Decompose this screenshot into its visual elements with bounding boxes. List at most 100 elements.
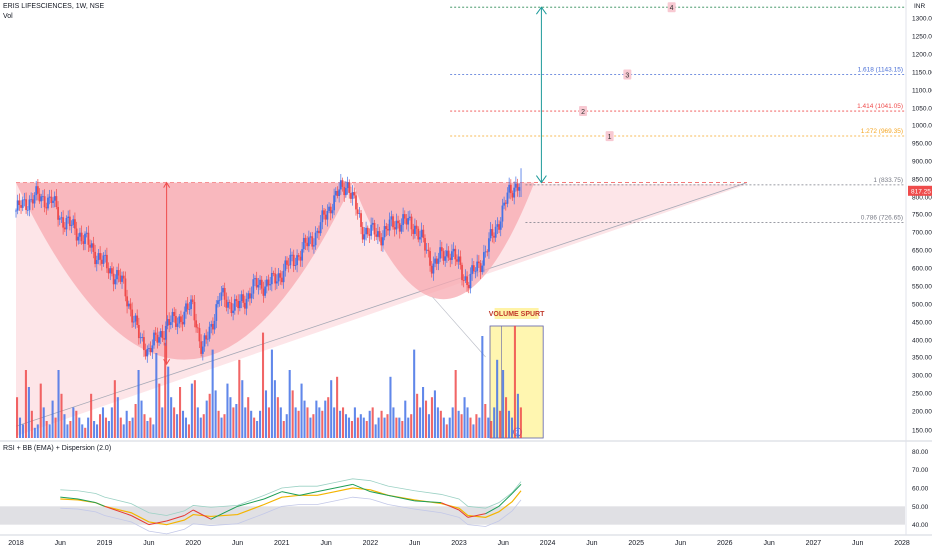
candle-body bbox=[102, 255, 105, 264]
volume-bar bbox=[253, 417, 256, 438]
candle-body bbox=[159, 331, 162, 338]
candle-body bbox=[405, 218, 408, 225]
price-tick-label: 250.00 bbox=[912, 391, 932, 398]
volume-bar bbox=[519, 407, 522, 438]
candle-body bbox=[437, 258, 440, 264]
volume-bar bbox=[57, 370, 60, 438]
candle-body bbox=[417, 228, 420, 240]
candle-body bbox=[311, 236, 314, 247]
price-tick-label: 1250.00 bbox=[912, 34, 932, 41]
candle-body bbox=[427, 249, 430, 252]
candle-body bbox=[198, 328, 201, 342]
candle-body bbox=[50, 196, 53, 204]
candle-body bbox=[146, 348, 149, 357]
candle-body bbox=[346, 182, 349, 189]
candle-body bbox=[23, 199, 26, 201]
candle-body bbox=[402, 214, 405, 225]
volume-bar bbox=[312, 414, 315, 438]
rsi-legend[interactable]: RSI + BB (EMA) + Dispersion (2.0) bbox=[3, 444, 111, 453]
candle-body bbox=[471, 265, 474, 274]
fib-marker-bg bbox=[667, 2, 676, 13]
volume-bar bbox=[214, 390, 217, 438]
candle-body bbox=[299, 256, 302, 261]
time-tick-label: Jun bbox=[586, 540, 597, 547]
last-price-badge bbox=[908, 185, 932, 196]
volume-bar bbox=[389, 376, 392, 438]
volume-bar bbox=[134, 404, 137, 438]
volume-bar bbox=[448, 417, 451, 438]
candle-body bbox=[351, 192, 354, 199]
candle-body bbox=[407, 217, 410, 225]
candle-body bbox=[134, 315, 137, 322]
candle-body bbox=[178, 316, 181, 324]
axis-layer: 150.00200.00250.00300.00350.00400.00450.… bbox=[8, 3, 932, 547]
volume-bar bbox=[460, 414, 463, 438]
candle-body bbox=[292, 254, 295, 266]
candle-body bbox=[483, 252, 485, 266]
volume-bar bbox=[98, 414, 102, 438]
volume-bar bbox=[395, 417, 398, 438]
candle-body bbox=[466, 276, 468, 286]
volume-bar bbox=[285, 414, 288, 438]
candle-body bbox=[425, 249, 428, 251]
volume-bar bbox=[327, 397, 330, 438]
volume-bar bbox=[342, 407, 345, 438]
volume-bar bbox=[21, 424, 25, 438]
price-tick-label: 200.00 bbox=[912, 409, 932, 416]
rsi-line-segment bbox=[237, 498, 265, 507]
candle-body bbox=[304, 237, 307, 243]
volume-bar bbox=[33, 427, 36, 438]
candle-body bbox=[270, 272, 273, 285]
symbol-title[interactable]: ERIS LIFESCIENCES, 1W, NSE bbox=[3, 2, 104, 11]
candle-body bbox=[333, 195, 336, 211]
candle-body bbox=[397, 220, 399, 224]
rsi-layer: 40.00 50.00 60.00 70.00 80.00 bbox=[0, 449, 929, 535]
volume-bar bbox=[164, 342, 167, 438]
candle-body bbox=[161, 331, 164, 339]
price-tick-label: 550.00 bbox=[912, 284, 932, 291]
volume-bar bbox=[318, 407, 321, 438]
volume-bar bbox=[442, 417, 445, 438]
candle-body bbox=[250, 293, 253, 299]
candle-body bbox=[183, 311, 186, 325]
rsi-line-segment bbox=[263, 491, 282, 500]
rsi-legend-text: RSI + BB (EMA) + Dispersion (2.0) bbox=[3, 445, 112, 452]
candle-body bbox=[435, 258, 438, 264]
volume-bar bbox=[510, 417, 514, 438]
candle-body bbox=[376, 231, 379, 237]
price-tick-label: 900.00 bbox=[912, 159, 932, 166]
candle-body bbox=[281, 277, 283, 283]
candle-body bbox=[392, 216, 394, 228]
candle-body bbox=[365, 227, 367, 235]
candle-body bbox=[164, 325, 167, 340]
candle-body bbox=[139, 337, 142, 339]
price-tick-label: 650.00 bbox=[912, 248, 932, 255]
candle-body bbox=[451, 251, 453, 260]
candle-body bbox=[149, 348, 152, 353]
rsi-tick-label: 80.00 bbox=[912, 449, 929, 456]
time-tick-label: 2024 bbox=[540, 540, 556, 547]
candle-body bbox=[518, 187, 521, 191]
volume-bar bbox=[383, 417, 386, 438]
candle-body bbox=[430, 265, 433, 274]
volume-bar bbox=[36, 424, 39, 438]
volume-bar bbox=[119, 417, 122, 438]
time-tick-label: 2023 bbox=[451, 540, 467, 547]
volume-bar bbox=[107, 421, 110, 438]
volume-bar bbox=[116, 397, 119, 438]
candle-body bbox=[484, 251, 487, 253]
volume-legend[interactable]: Vol bbox=[3, 12, 13, 21]
volume-bar bbox=[436, 407, 439, 438]
volume-bar bbox=[78, 417, 81, 438]
rsi-lower-band bbox=[60, 496, 522, 535]
candle-body bbox=[434, 258, 436, 264]
volume-bar bbox=[303, 400, 306, 438]
rsi-upper-band bbox=[60, 478, 522, 516]
volume-bar bbox=[300, 383, 303, 438]
volume-bar bbox=[291, 390, 294, 438]
candle-body bbox=[244, 302, 246, 309]
candle-body bbox=[52, 200, 54, 204]
volume-bar bbox=[179, 387, 182, 438]
volume-bar bbox=[463, 397, 466, 438]
